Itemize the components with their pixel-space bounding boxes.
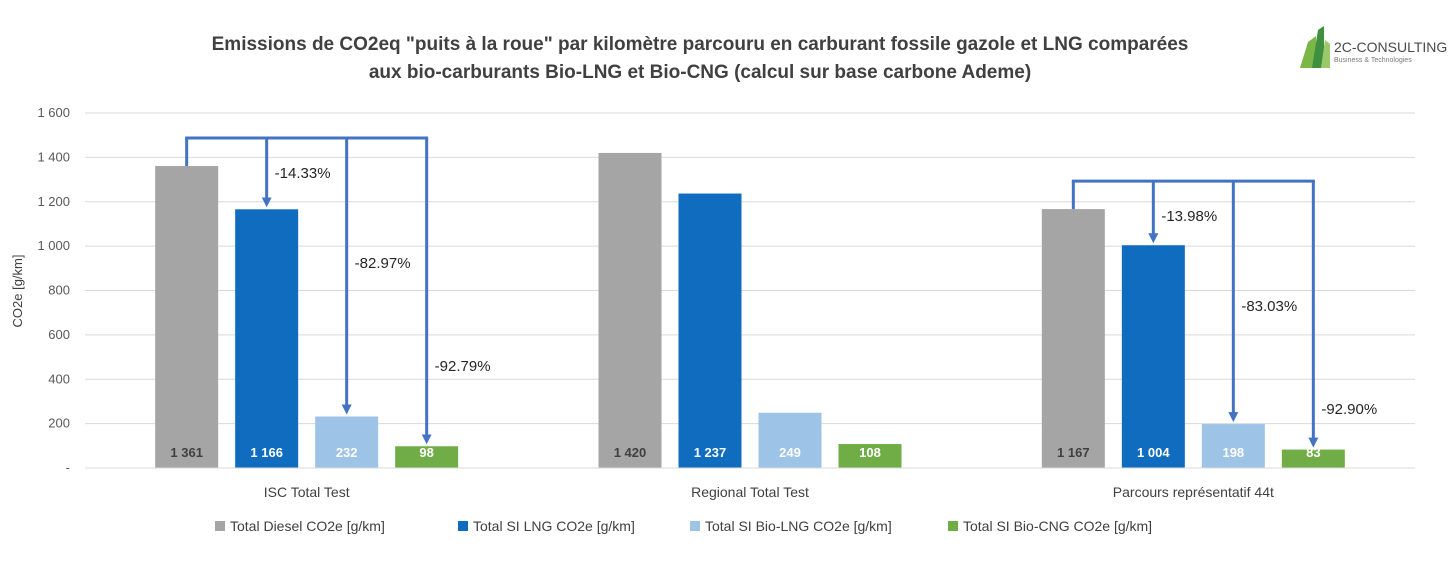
reduction-arrows: -14.33% -82.97% -92.79% -13.98% -83.03% -92.9… — [185, 136, 1377, 448]
bar — [598, 152, 662, 468]
bar-value-label: 1 167 — [1057, 445, 1090, 460]
y-tick-label: 600 — [48, 327, 70, 342]
bar-value-label: 83 — [1306, 445, 1320, 460]
logo: 2C-CONSULTING Business & Technologies — [1300, 26, 1447, 68]
bar — [315, 416, 379, 468]
reduction-label: -92.90% — [1321, 401, 1377, 418]
chart-title-line-1: Emissions de CO2eq "puits à la roue" par… — [212, 34, 1189, 55]
bars: 1 361 1 166 232 98 1 420 1 237 249 108 1 167 1 00… — [85, 152, 1415, 469]
bar-value-label: 249 — [779, 445, 801, 460]
bar-value-label: 1 420 — [614, 445, 647, 460]
legend-label: Total Diesel CO2e [g/km] — [230, 518, 385, 534]
bar — [235, 209, 299, 468]
legend: Total Diesel CO2e [g/km] Total SI LNG CO2… — [215, 518, 1152, 534]
legend-label: Total SI Bio-CNG CO2e [g/km] — [963, 518, 1152, 534]
reduction-label: -82.97% — [355, 255, 411, 272]
bar — [1121, 245, 1185, 468]
category-label: Regional Total Test — [691, 484, 809, 500]
bar — [1201, 424, 1265, 468]
reduction-label: -83.03% — [1241, 298, 1297, 315]
bar — [395, 446, 459, 468]
y-tick-label: 400 — [48, 371, 70, 386]
category-labels: ISC Total Test Regional Total Test Parcour… — [264, 484, 1274, 500]
y-tick-label: 1 000 — [37, 238, 70, 253]
legend-swatch — [690, 521, 700, 531]
y-tick-label: 1 200 — [37, 194, 70, 209]
reduction-label: -13.98% — [1161, 208, 1217, 225]
bar — [1041, 209, 1105, 468]
y-axis: - 200 400 600 800 1 000 1 200 1 400 1 600 — [37, 105, 70, 475]
bar-value-label: 108 — [859, 445, 881, 460]
category-label: ISC Total Test — [264, 484, 350, 500]
y-tick-label: 800 — [48, 283, 70, 298]
bar — [155, 166, 219, 468]
chart-title-line-2: aux bio-carburants Bio-LNG et Bio-CNG (c… — [369, 62, 1031, 83]
logo-name: 2C-CONSULTING — [1334, 39, 1447, 55]
y-tick-label: 1 400 — [37, 149, 70, 164]
bar-value-label: 1 361 — [170, 445, 203, 460]
y-tick-label: 200 — [48, 416, 70, 431]
reduction-label: -14.33% — [275, 165, 331, 182]
bar — [838, 444, 902, 468]
bar — [1281, 449, 1345, 468]
bar-value-label: 198 — [1222, 445, 1244, 460]
legend-swatch — [215, 521, 225, 531]
reduction-label: -92.79% — [435, 358, 491, 375]
bar-value-label: 1 004 — [1137, 445, 1170, 460]
category-label: Parcours représentatif 44t — [1113, 484, 1274, 500]
bar — [758, 412, 822, 468]
logo-tagline: Business & Technologies — [1334, 57, 1412, 64]
y-tick-label: - — [66, 460, 70, 475]
chart-title: Emissions de CO2eq "puits à la roue" par… — [212, 34, 1189, 83]
legend-swatch — [458, 521, 468, 531]
legend-label: Total SI Bio-LNG CO2e [g/km] — [705, 518, 892, 534]
bar — [678, 193, 742, 468]
bar-value-label: 1 166 — [250, 445, 283, 460]
building-icon — [1300, 26, 1330, 68]
legend-label: Total SI LNG CO2e [g/km] — [473, 518, 635, 534]
bar-value-label: 1 237 — [694, 445, 727, 460]
bar-value-label: 232 — [336, 445, 358, 460]
legend-swatch — [948, 521, 958, 531]
bar-value-label: 98 — [419, 445, 433, 460]
y-tick-label: 1 600 — [37, 105, 70, 120]
y-axis-label: CO2e [g/km] — [10, 255, 25, 328]
